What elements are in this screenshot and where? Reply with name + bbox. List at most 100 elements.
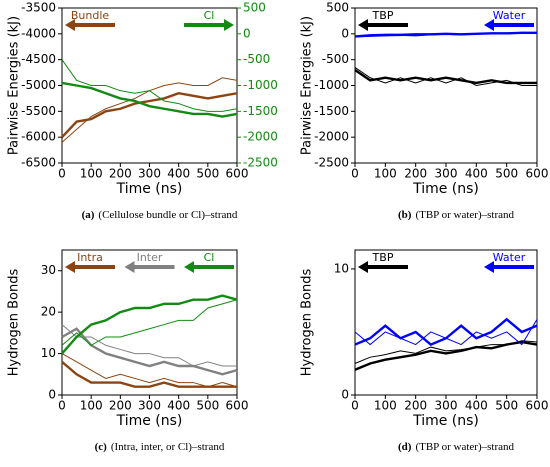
x-tick-label: 500 [495, 167, 518, 181]
y-tick-label: 10 [334, 261, 349, 275]
legend-arrow [124, 261, 175, 273]
y-tick-label: 0 [48, 388, 56, 402]
y-tick-label: 10 [41, 346, 56, 360]
caption-text: (TBP or water)–strand [415, 209, 514, 221]
y-tick-label: -1500 [314, 104, 349, 118]
x-tick-label: 200 [109, 167, 132, 181]
plot-frame [61, 249, 238, 396]
x-axis-label: Time (ns) [116, 413, 183, 429]
legend-label: Bundle [71, 9, 110, 22]
y-tick-label: 500 [326, 1, 349, 15]
x-tick-label: 0 [58, 399, 66, 413]
x-tick-label: 300 [435, 399, 458, 413]
legend-label: Cl [204, 251, 215, 264]
caption-label: (c) [95, 441, 108, 453]
legend-label: TBP [372, 251, 394, 264]
legend-arrow [184, 261, 234, 273]
x-tick-label: 200 [404, 399, 427, 413]
legend-arrow [484, 261, 534, 273]
y-tick-label: -2000 [314, 130, 349, 144]
x-tick-label: 600 [226, 167, 249, 181]
y-tick-label: -5000 [21, 78, 56, 92]
series-line [354, 340, 538, 371]
y-axis-label: Pairwise Energies (kJ) [7, 16, 22, 155]
series-line [61, 92, 238, 138]
y-tick-label: 0 [341, 26, 349, 40]
y-tick-label: 20 [41, 305, 56, 319]
series-line [61, 81, 238, 118]
x-tick-label: 600 [526, 167, 549, 181]
y2-tick-label: -2000 [243, 130, 278, 144]
legend-arrow [184, 19, 234, 31]
series-line-thin [61, 324, 237, 367]
plot-frame [354, 7, 538, 164]
legend-arrow [65, 19, 115, 31]
caption: (c) (Intra, inter, or Cl)–strand [95, 441, 225, 453]
legend-label: Water [493, 251, 526, 264]
y-tick-label: -4500 [21, 52, 56, 66]
plot-frame [61, 7, 238, 164]
y2-tick-label: -2500 [243, 156, 278, 170]
caption: (a) (Cellulose bundle or Cl)–strand [82, 209, 238, 221]
legend-arrow [484, 19, 534, 31]
x-tick-label: 400 [167, 167, 190, 181]
series-line [61, 294, 238, 355]
y-tick-label: -2500 [314, 156, 349, 170]
legend-label: Inter [137, 251, 163, 264]
x-tick-label: 0 [58, 167, 66, 181]
y-tick-label: 0 [341, 388, 349, 402]
legend-label: Water [493, 9, 526, 22]
legend-label: Intra [77, 251, 103, 264]
legend-arrow [65, 261, 115, 273]
y2-tick-label: -500 [243, 52, 270, 66]
series-line-thin [61, 59, 238, 112]
series-line-thin [354, 67, 537, 87]
y2-tick-label: 0 [243, 26, 251, 40]
x-tick-label: 400 [167, 399, 190, 413]
x-axis-label: Time (ns) [412, 181, 479, 197]
x-tick-label: 100 [374, 167, 397, 181]
x-tick-label: 600 [526, 399, 549, 413]
x-tick-label: 300 [138, 399, 161, 413]
x-axis-label: Time (ns) [412, 413, 479, 429]
series-line [354, 69, 537, 85]
series-line-thin [61, 299, 238, 346]
legend-arrow [358, 261, 408, 273]
y-tick-label: -500 [322, 52, 349, 66]
y-axis-label: Hydrogen Bonds [300, 269, 315, 377]
y-tick-label: -1000 [314, 78, 349, 92]
caption-label: (a) [82, 209, 95, 221]
series-line [61, 360, 237, 388]
x-tick-label: 300 [435, 167, 458, 181]
x-tick-label: 100 [374, 399, 397, 413]
y-tick-label: -5500 [21, 104, 56, 118]
y-tick-label: 30 [41, 263, 56, 277]
series-line [354, 31, 537, 38]
legend-label: Cl [204, 9, 215, 22]
x-tick-label: 0 [351, 399, 359, 413]
x-tick-label: 500 [196, 167, 219, 181]
caption-text: (TBP or water)–strand [415, 441, 514, 453]
caption-text: (Cellulose bundle or Cl)–strand [98, 209, 238, 221]
series-line [354, 317, 538, 346]
x-tick-label: 400 [465, 167, 488, 181]
y2-tick-label: -1500 [243, 104, 278, 118]
y-tick-label: -4000 [21, 26, 56, 40]
y-axis-label: Pairwise Energies (kJ) [300, 16, 315, 155]
x-tick-label: 600 [226, 399, 249, 413]
caption-label: (d) [398, 441, 412, 453]
x-tick-label: 300 [138, 167, 161, 181]
x-tick-label: 400 [465, 399, 488, 413]
series-line [61, 327, 238, 376]
x-tick-label: 500 [196, 399, 219, 413]
y-tick-label: -3500 [21, 1, 56, 15]
legend-label: TBP [372, 9, 394, 22]
x-tick-label: 200 [404, 167, 427, 181]
y2-tick-label: 500 [243, 1, 266, 15]
x-tick-label: 100 [80, 399, 103, 413]
caption: (b) (TBP or water)–strand [398, 209, 515, 221]
y2-tick-label: -1000 [243, 78, 278, 92]
y-axis-label: Hydrogen Bonds [7, 269, 22, 377]
x-tick-label: 100 [80, 167, 103, 181]
